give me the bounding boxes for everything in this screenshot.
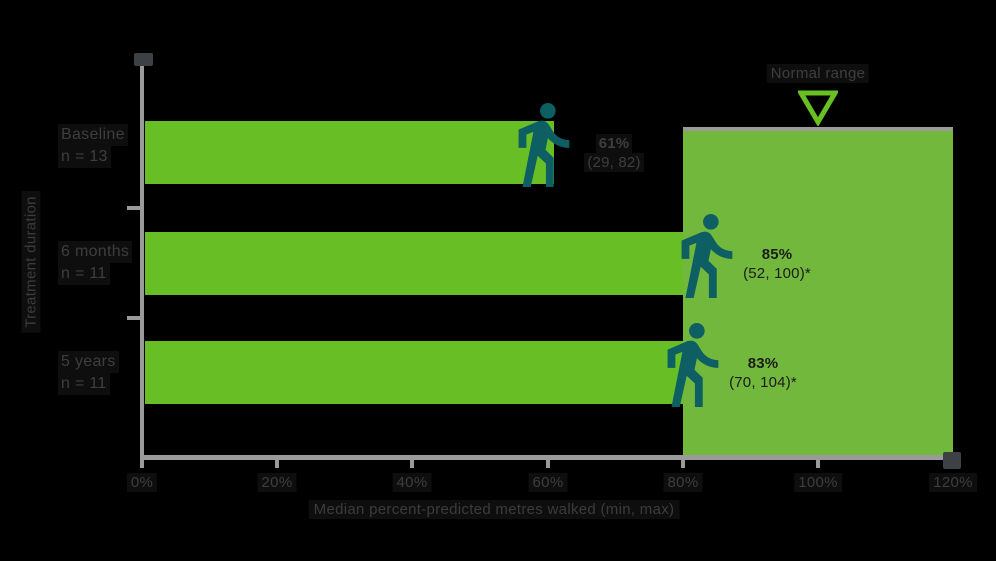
- category-label-5-years: 5 years n = 11: [58, 351, 119, 395]
- x-tick-label: 100%: [794, 473, 842, 492]
- min-max-range: (29, 82): [584, 153, 644, 172]
- x-axis-tick: [275, 459, 279, 468]
- x-tick-label: 40%: [392, 473, 432, 492]
- bar-row-5-years: 83% (70, 104)*: [0, 323, 996, 407]
- y-axis-tick: [127, 316, 140, 320]
- bar-row-6-months: 85% (52, 100)*: [0, 214, 996, 298]
- bar-value-label: 61% (29, 82): [564, 134, 664, 172]
- walking-person-icon: [667, 323, 719, 407]
- category-n: n = 11: [58, 263, 110, 285]
- median-value: 83%: [747, 355, 779, 372]
- x-axis-tick: [681, 459, 685, 468]
- bar-row-baseline: 61% (29, 82): [0, 103, 996, 187]
- x-tick-label: 120%: [929, 473, 977, 492]
- bar-value-label: 85% (52, 100)*: [727, 245, 827, 283]
- median-value: 85%: [761, 246, 793, 263]
- y-axis-end-cap: [134, 53, 153, 66]
- x-axis-tick: [546, 459, 550, 468]
- x-tick-label: 60%: [528, 473, 568, 492]
- bar-baseline: [145, 121, 554, 184]
- category-n: n = 13: [58, 146, 111, 168]
- category-n: n = 11: [58, 373, 110, 395]
- min-max-range: (52, 100)*: [743, 265, 811, 282]
- x-tick-label: 0%: [126, 473, 158, 492]
- median-value: 61%: [595, 134, 633, 153]
- category-label-baseline: Baseline n = 13: [58, 124, 128, 168]
- normal-range-down-arrow-icon: [798, 90, 838, 126]
- category-name: 6 months: [58, 241, 133, 263]
- x-tick-label: 20%: [257, 473, 297, 492]
- normal-range-band: [683, 127, 953, 455]
- x-axis-tick: [410, 459, 414, 468]
- category-name: 5 years: [58, 351, 119, 373]
- y-axis-title: Treatment duration: [21, 191, 41, 333]
- category-label-6-months: 6 months n = 11: [58, 241, 133, 285]
- walking-person-icon: [681, 214, 733, 298]
- y-axis-tick: [127, 206, 140, 210]
- bar-6-months: [145, 232, 717, 295]
- x-axis-end-cap: [943, 452, 961, 469]
- y-axis-line: [140, 57, 144, 458]
- normal-range-label: Normal range: [766, 64, 870, 83]
- x-axis-title: Median percent-predicted metres walked (…: [308, 500, 680, 519]
- bar-5-years: [145, 341, 703, 404]
- bar-value-label: 83% (70, 104)*: [713, 354, 813, 392]
- walking-person-icon: [518, 103, 570, 187]
- category-name: Baseline: [58, 124, 128, 146]
- x-axis-tick: [140, 459, 144, 468]
- min-max-range: (70, 104)*: [729, 374, 797, 391]
- x-axis-line: [140, 455, 958, 460]
- x-tick-label: 80%: [663, 473, 703, 492]
- x-axis-tick: [816, 459, 820, 468]
